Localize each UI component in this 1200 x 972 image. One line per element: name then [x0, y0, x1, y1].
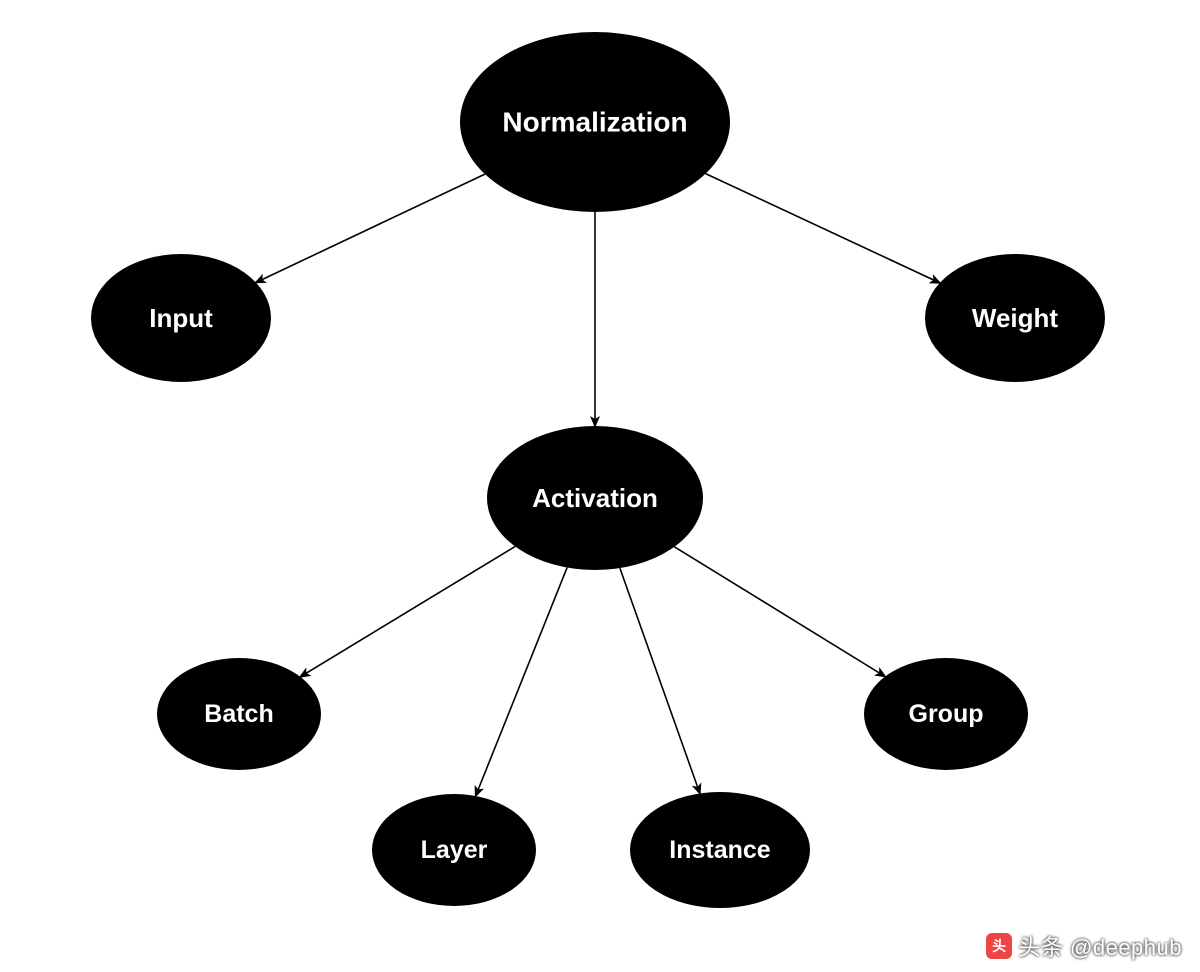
node-group: Group — [864, 658, 1028, 770]
edge-activation-to-group — [674, 547, 885, 677]
normalization-tree-diagram: Normalization Input Activation Weight Batch L… — [0, 0, 1200, 972]
node-input: Input — [91, 254, 271, 382]
node-input-label: Input — [149, 303, 213, 333]
node-weight-label: Weight — [972, 303, 1059, 333]
node-layer-label: Layer — [421, 836, 488, 864]
edge-normalization-to-weight — [706, 174, 940, 283]
edge-normalization-to-input — [256, 174, 485, 282]
edge-activation-to-layer — [476, 568, 567, 796]
node-weight: Weight — [925, 254, 1105, 382]
node-normalization-label: Normalization — [502, 107, 687, 138]
watermark-logo-icon: 头 — [986, 933, 1012, 959]
edge-activation-to-instance — [620, 568, 700, 793]
node-layer: Layer — [372, 794, 536, 906]
node-activation: Activation — [487, 426, 703, 570]
node-instance-label: Instance — [669, 836, 771, 864]
watermark: 头 头条 @deephub — [986, 930, 1182, 962]
edge-activation-to-batch — [300, 547, 515, 677]
watermark-text: 头条 @deephub — [1018, 930, 1182, 962]
node-batch: Batch — [157, 658, 321, 770]
node-activation-label: Activation — [532, 483, 658, 513]
node-instance: Instance — [630, 792, 810, 908]
node-group-label: Group — [909, 700, 984, 728]
nodes-layer: Normalization Input Activation Weight Batch L… — [91, 32, 1105, 908]
node-normalization: Normalization — [460, 32, 730, 212]
node-batch-label: Batch — [204, 700, 273, 728]
